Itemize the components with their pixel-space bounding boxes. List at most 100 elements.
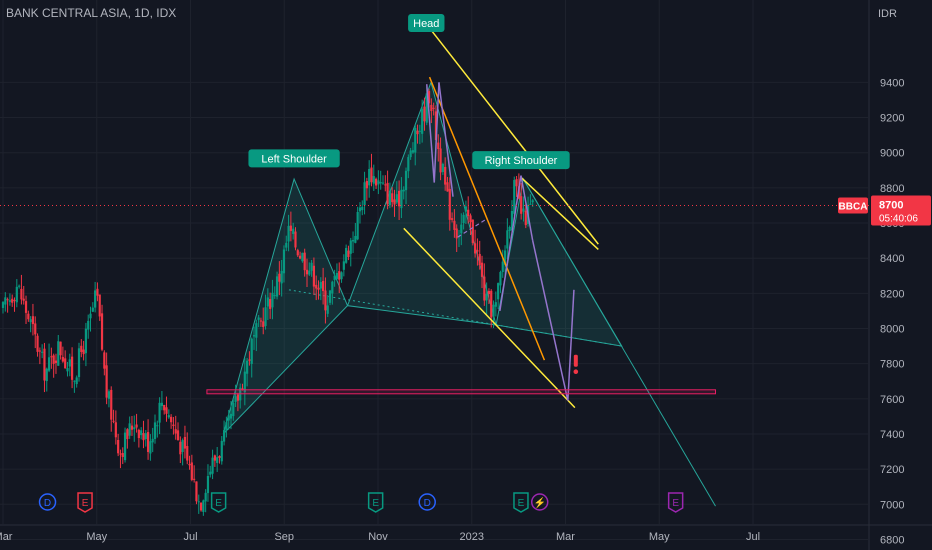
time-tick-label: Jul	[183, 531, 197, 543]
earnings-marker-shape	[667, 492, 684, 513]
candle-body	[497, 283, 500, 300]
candle-body	[77, 348, 81, 378]
candle-body	[501, 261, 504, 273]
earnings-marker[interactable]: E	[77, 492, 93, 513]
candle-body	[248, 359, 251, 361]
candle-body	[388, 190, 392, 206]
candle-body	[345, 247, 348, 263]
candle-body	[379, 182, 382, 184]
candle-body	[508, 226, 511, 231]
candle-body	[416, 130, 419, 135]
time-tick-label: Jul	[746, 531, 760, 543]
earnings-marker[interactable]: E	[667, 492, 684, 513]
candle-body	[432, 107, 435, 109]
time-tick-label: Nov	[368, 531, 388, 543]
candle-body	[351, 240, 355, 242]
candle-body	[123, 432, 127, 461]
candle-body	[335, 273, 339, 279]
line-layer	[206, 18, 716, 409]
earnings-marker-shape	[513, 492, 529, 513]
candle-body	[80, 345, 83, 352]
candle-body	[409, 150, 412, 158]
price-tick-label: 8400	[880, 253, 904, 265]
candle-body	[377, 180, 380, 185]
candle-body	[24, 301, 28, 313]
dividend-marker-shape	[38, 493, 57, 511]
earnings-marker[interactable]: E	[513, 492, 529, 513]
candle-body	[340, 272, 343, 280]
candle-body	[356, 211, 359, 240]
candle-body	[280, 270, 283, 284]
candle-body	[324, 290, 327, 311]
price-tick-label: 9200	[880, 113, 904, 125]
candle-body	[252, 335, 256, 337]
candle-body	[531, 200, 534, 203]
candle-body	[368, 168, 371, 186]
symbol-tag	[838, 197, 868, 214]
candle-body	[414, 127, 417, 153]
candle-body	[91, 307, 94, 312]
candle-body	[128, 423, 131, 436]
split-marker[interactable]: ⚡	[530, 493, 549, 511]
candle-body	[331, 281, 334, 294]
candle-body	[52, 355, 55, 364]
dividend-marker[interactable]: D	[418, 493, 436, 511]
candle-body	[400, 189, 403, 209]
candle-body	[119, 453, 122, 455]
candle-body	[349, 240, 352, 254]
candle-body	[94, 290, 97, 308]
candle-body	[296, 250, 299, 256]
price-tick-label: 8800	[880, 183, 904, 195]
candle-body	[271, 292, 274, 308]
candle-body	[319, 282, 322, 289]
candle-body	[448, 188, 451, 220]
candle-body	[29, 319, 32, 323]
candle-body	[11, 298, 14, 303]
symbol-tag-text: BBCA	[839, 201, 868, 212]
annotation-layer: Left Shoulder Head Right Shoulder	[248, 13, 579, 375]
wave-line	[433, 82, 440, 183]
candle-body	[6, 299, 9, 301]
candle-body	[144, 433, 147, 440]
wave-line	[567, 289, 575, 401]
neckline	[288, 289, 622, 347]
candle-body	[137, 429, 140, 439]
candle-body	[303, 252, 306, 271]
candle-body	[188, 463, 191, 466]
candle-body	[483, 276, 486, 301]
price-tick-label: 7200	[880, 464, 904, 476]
candle-body	[381, 182, 385, 184]
candle-body	[181, 440, 184, 452]
candle-body	[222, 430, 226, 442]
price-tick-label: 7400	[880, 429, 904, 441]
candle-body	[142, 433, 145, 441]
candle-body	[490, 290, 493, 318]
candle-body	[315, 284, 318, 289]
trendline-lower	[403, 227, 576, 409]
dividend-marker[interactable]: D	[38, 493, 57, 511]
event-layer[interactable]: D E E E D E ⚡ E	[38, 492, 684, 513]
candle-body	[193, 478, 196, 480]
candle-body	[467, 209, 470, 217]
candle-body	[444, 166, 447, 185]
candle-body	[273, 295, 276, 297]
candle-body	[172, 424, 175, 427]
candle-body	[393, 199, 396, 205]
candle-body	[464, 206, 468, 212]
dividend-marker-shape	[418, 493, 436, 511]
earnings-marker[interactable]: E	[367, 492, 384, 513]
earnings-marker[interactable]: E	[210, 492, 227, 513]
candle-body	[492, 304, 495, 317]
candle-body	[156, 425, 159, 427]
candle-body	[112, 420, 115, 422]
trendline-upper	[421, 18, 599, 245]
candle-body	[326, 305, 329, 314]
candle-body	[179, 441, 182, 455]
price-tick-label: 9000	[880, 148, 904, 160]
candle-body	[513, 180, 516, 214]
candle-body	[363, 182, 366, 206]
candle-body	[98, 294, 101, 317]
